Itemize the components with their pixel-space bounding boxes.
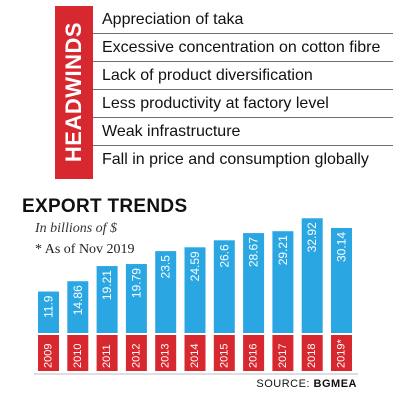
year-label: 2019* — [336, 339, 348, 368]
year-band — [96, 335, 118, 371]
headwind-item: Weak infrastructure — [93, 118, 393, 146]
year-label: 2017 — [277, 344, 289, 368]
headwind-item: Appreciation of taka — [93, 6, 393, 34]
bar-value-label: 11.9 — [42, 295, 56, 318]
headwinds-list: Appreciation of taka Excessive concentra… — [93, 6, 393, 174]
year-band — [67, 335, 89, 371]
source-org: BGMEA — [313, 378, 357, 390]
headwind-item: Less productivity at factory level — [93, 90, 393, 118]
year-band — [272, 335, 294, 371]
bar-value-label: 29.21 — [276, 235, 290, 265]
bar — [125, 264, 147, 333]
year-band — [213, 335, 235, 371]
bar-value-label: 14.86 — [71, 285, 85, 315]
year-label: 2018 — [306, 344, 318, 368]
year-label: 2012 — [130, 344, 142, 368]
chart-note: * As of Nov 2019 — [35, 242, 135, 257]
year-band — [155, 335, 177, 371]
year-label: 2015 — [218, 344, 230, 368]
headwind-item: Fall in price and consumption globally — [102, 151, 369, 168]
bar — [331, 227, 352, 333]
year-band — [184, 335, 206, 371]
bar — [184, 247, 206, 333]
headwind-item: Excessive concentration on cotton fibre — [93, 34, 393, 62]
year-band — [243, 335, 265, 371]
bar-value-label: 32.92 — [305, 222, 319, 252]
bar — [272, 231, 294, 333]
year-band — [38, 335, 59, 371]
bar-value-label: 19.79 — [129, 268, 143, 298]
year-label: 2014 — [189, 344, 201, 368]
bar — [67, 281, 89, 333]
headwind-item: Lack of product diversification — [93, 62, 393, 90]
year-label: 2011 — [101, 344, 113, 368]
bar — [243, 233, 265, 333]
year-label: 2009 — [43, 344, 55, 368]
headwinds-band — [55, 6, 93, 179]
bar — [38, 291, 59, 333]
year-band — [331, 335, 352, 371]
bar-value-label: 28.67 — [247, 237, 261, 267]
bar-value-label: 23.5 — [159, 255, 173, 279]
year-label: 2010 — [72, 344, 84, 368]
bar-value-label: 19.21 — [100, 270, 114, 300]
year-label: 2016 — [248, 344, 260, 368]
year-band — [125, 335, 147, 371]
chart-title: EXPORT TRENDS — [22, 196, 188, 217]
bar — [213, 240, 235, 333]
year-band — [301, 335, 323, 371]
bar-value-label: 30.14 — [335, 232, 349, 262]
chart-subtitle: In billions of $ — [35, 221, 118, 236]
source-credit: SOURCE: BGMEA — [256, 378, 357, 390]
year-label: 2013 — [160, 344, 172, 368]
bar-value-label: 26.6 — [217, 244, 231, 268]
bar — [301, 218, 323, 333]
bar — [155, 251, 177, 333]
source-prefix: SOURCE: — [256, 378, 310, 390]
bar — [96, 266, 118, 333]
bar-value-label: 24.59 — [188, 251, 202, 281]
